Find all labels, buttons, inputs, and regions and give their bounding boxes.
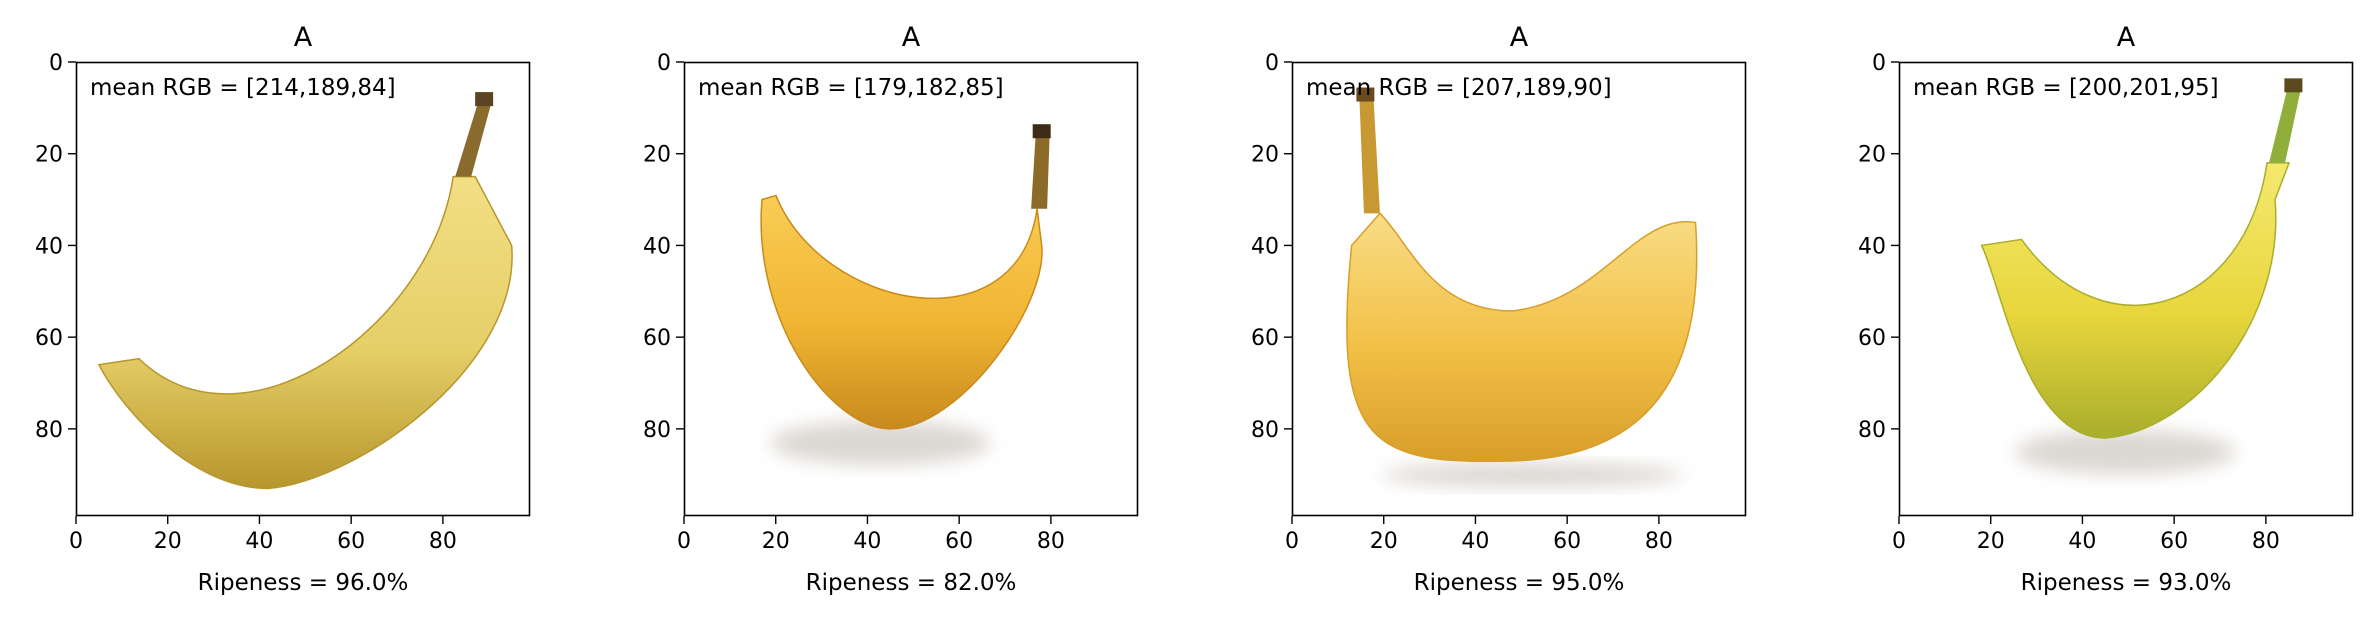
y-tick-label: 40	[35, 234, 63, 259]
y-tick-label: 20	[1858, 143, 1886, 168]
banana-body	[1346, 212, 1698, 463]
panel-title: A	[1510, 22, 1529, 53]
banana-stem-tip	[2284, 78, 2303, 93]
banana-stem	[1359, 95, 1380, 214]
x-tick-label: 20	[154, 529, 182, 554]
y-tick-label: 0	[1872, 51, 1886, 76]
y-tick-label: 20	[35, 143, 63, 168]
x-tick-label: 40	[2068, 529, 2096, 554]
x-tick-label: 60	[945, 529, 973, 554]
axes-frame	[683, 61, 1139, 517]
banana-stem	[455, 100, 493, 177]
x-tick-label: 20	[1370, 529, 1398, 554]
y-tick-label: 60	[643, 326, 671, 351]
x-tick-label: 80	[1037, 529, 1065, 554]
banana-image	[1980, 78, 2303, 475]
mean-rgb-annotation: mean RGB = [200,201,95]	[1913, 75, 2219, 101]
y-tick-label: 60	[1251, 326, 1279, 351]
banana-stem-tip	[1032, 124, 1051, 139]
x-tick-label: 40	[853, 529, 881, 554]
x-tick-label: 0	[1892, 529, 1906, 554]
y-tick-label: 80	[35, 418, 63, 443]
x-tick-label: 60	[1553, 529, 1581, 554]
x-axis-label: Ripeness = 95.0%	[1414, 570, 1625, 596]
x-tick-label: 80	[2252, 529, 2280, 554]
axes-frame	[1898, 61, 2354, 517]
banana-shadow	[2015, 430, 2236, 475]
banana-stem-tip	[1356, 87, 1375, 102]
y-tick-label: 80	[643, 418, 671, 443]
axes-frame	[75, 61, 531, 517]
y-tick-label: 0	[1265, 51, 1279, 76]
x-tick-label: 0	[1285, 529, 1299, 554]
y-tick-label: 20	[643, 143, 671, 168]
y-tick-label: 40	[1251, 234, 1279, 259]
y-tick-label: 60	[35, 326, 63, 351]
panel-title: A	[294, 22, 313, 53]
mean-rgb-annotation: mean RGB = [207,189,90]	[1306, 75, 1612, 101]
banana-image	[1346, 87, 1698, 487]
banana-stem	[2269, 86, 2302, 163]
banana-stem	[1031, 132, 1050, 209]
x-tick-label: 20	[762, 529, 790, 554]
x-axis-label: Ripeness = 82.0%	[806, 570, 1017, 596]
x-axis-label: Ripeness = 96.0%	[198, 570, 409, 596]
x-tick-label: 40	[1461, 529, 1489, 554]
x-axis-label: Ripeness = 93.0%	[2021, 570, 2232, 596]
x-tick-label: 40	[245, 529, 273, 554]
banana-stem-tip	[475, 92, 494, 107]
banana-body	[760, 194, 1043, 430]
panel-title: A	[2117, 22, 2136, 53]
x-tick-label: 0	[69, 529, 83, 554]
banana-shadow	[770, 420, 991, 465]
x-tick-label: 20	[1977, 529, 2005, 554]
banana-image	[97, 92, 513, 490]
banana-shadow	[1382, 462, 1683, 487]
y-tick-label: 80	[1251, 418, 1279, 443]
y-tick-label: 0	[657, 51, 671, 76]
axes-frame	[1291, 61, 1747, 517]
banana-body	[97, 175, 513, 490]
y-tick-label: 40	[643, 234, 671, 259]
x-tick-label: 0	[677, 529, 691, 554]
x-tick-label: 80	[1645, 529, 1673, 554]
x-tick-label: 80	[429, 529, 457, 554]
banana-body	[1980, 162, 2291, 439]
y-tick-label: 0	[49, 51, 63, 76]
panel-title: A	[902, 22, 921, 53]
y-tick-label: 60	[1858, 326, 1886, 351]
x-tick-label: 60	[337, 529, 365, 554]
x-tick-label: 60	[2160, 529, 2188, 554]
mean-rgb-annotation: mean RGB = [179,182,85]	[698, 75, 1004, 101]
mean-rgb-annotation: mean RGB = [214,189,84]	[90, 75, 396, 101]
y-tick-label: 80	[1858, 418, 1886, 443]
y-tick-label: 20	[1251, 143, 1279, 168]
y-tick-label: 40	[1858, 234, 1886, 259]
banana-image	[760, 124, 1051, 465]
